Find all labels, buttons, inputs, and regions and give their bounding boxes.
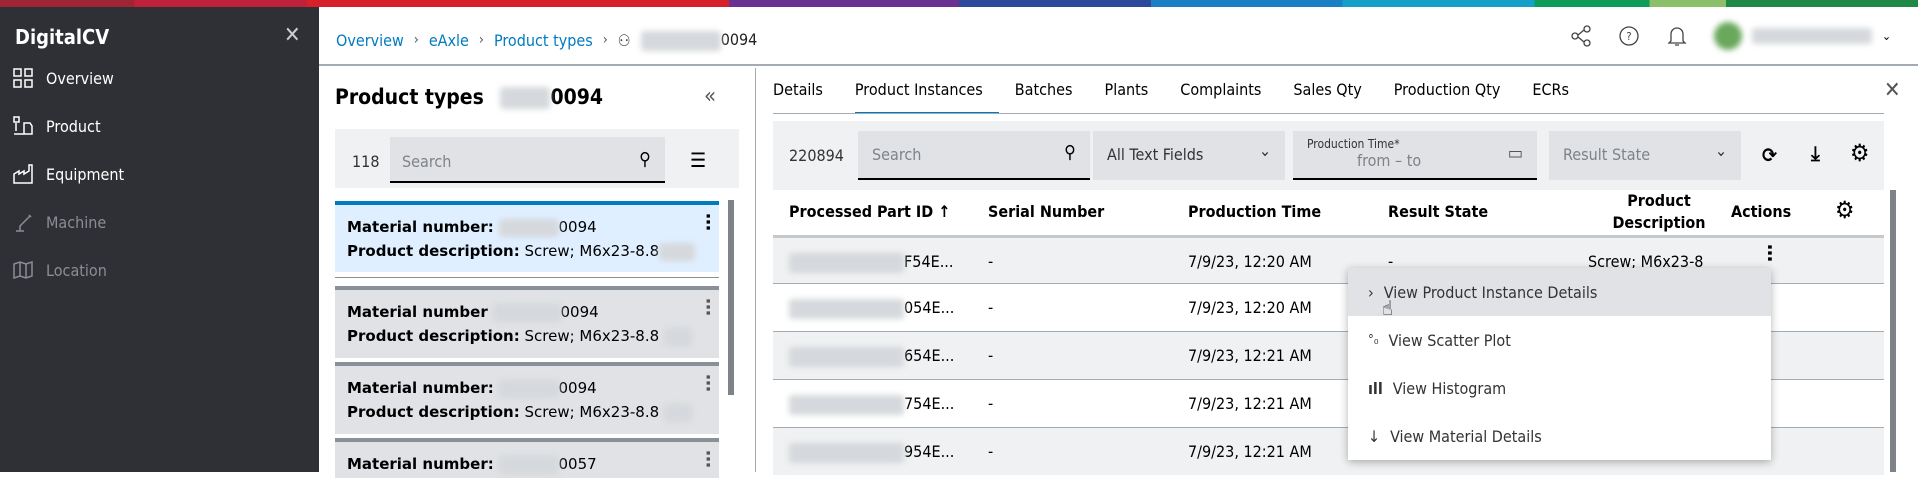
refresh-icon[interactable]: ⟳ [1762, 143, 1778, 167]
sidebar-item-overview[interactable]: Overview [12, 64, 114, 92]
breadcrumb-current: 0094 [720, 30, 758, 49]
list-item[interactable]: Material number 0094 Product description… [335, 286, 719, 358]
svg-text:?: ? [1626, 30, 1631, 43]
sidebar-item-label: Overview [46, 68, 114, 88]
list-item[interactable]: Material number: 0057 ⋯ [335, 438, 719, 478]
robot-arm-icon [16, 214, 32, 232]
breadcrumb-product-types[interactable]: Product types [493, 30, 593, 50]
tab-sales-qty[interactable]: Sales Qty [1293, 80, 1362, 99]
chevron-down-icon: ⌄ [1714, 141, 1727, 160]
scatter-plot-icon: °₀ [1368, 332, 1379, 348]
collapse-panel-icon[interactable]: « [704, 84, 717, 109]
sidebar-item-equipment[interactable]: Equipment [12, 160, 124, 188]
tab-product-instances[interactable]: Product Instances [854, 78, 999, 114]
column-header-result-state[interactable]: Result State [1388, 202, 1489, 221]
table-scrollbar[interactable] [1890, 190, 1896, 472]
column-settings-icon[interactable]: ⚙ [1835, 196, 1855, 224]
table-row[interactable]: 754E... - 7/9/23, 12:21 AM [773, 379, 1884, 427]
column-header-production-time[interactable]: Production Time [1188, 202, 1322, 221]
column-header-serial-number[interactable]: Serial Number [988, 202, 1105, 221]
row-actions-menu: › View Product Instance Details °₀ View Sc… [1348, 268, 1771, 460]
more-options-icon[interactable]: ⋯ [697, 213, 718, 231]
instance-count: 220894 [789, 146, 844, 165]
menu-item-view-scatter-plot[interactable]: °₀ View Scatter Plot [1368, 330, 1511, 350]
product-types-panel [319, 68, 756, 472]
sidebar-item-product[interactable]: Product [12, 112, 101, 140]
sidebar-item-label: Equipment [46, 164, 125, 184]
bell-icon[interactable] [1666, 25, 1688, 47]
arrow-down-icon: ↓ [1368, 426, 1381, 446]
row-actions-icon[interactable]: ⋯ [1758, 244, 1782, 262]
more-options-icon[interactable]: ⋯ [697, 374, 718, 392]
map-icon [13, 260, 33, 280]
tab-ecrs[interactable]: ECRs [1532, 80, 1570, 99]
header [319, 7, 1918, 66]
sidebar-item-label: Product [46, 116, 101, 136]
close-sidebar-icon[interactable]: ✕ [284, 23, 301, 48]
redacted-username [1752, 28, 1872, 44]
menu-item-view-product-instance-details[interactable]: › View Product Instance Details [1348, 268, 1771, 316]
close-icon[interactable]: ✕ [1884, 78, 1901, 103]
help-icon[interactable]: ? [1618, 25, 1640, 47]
settings-icon[interactable]: ⚙ [1850, 139, 1870, 167]
header-actions: ? ⌄ [1570, 22, 1891, 50]
histogram-icon: ıll [1368, 378, 1383, 398]
sidebar-item-label: Location [46, 260, 107, 280]
divider [335, 277, 719, 278]
more-options-icon[interactable]: ⋯ [697, 450, 718, 468]
share-icon[interactable] [1570, 25, 1592, 47]
factory-icon [13, 164, 33, 184]
product-type-icon: ⚇ [617, 30, 631, 50]
tab-complaints[interactable]: Complaints [1180, 80, 1262, 99]
calendar-icon[interactable]: ▭ [1507, 143, 1523, 164]
product-icon [13, 116, 33, 135]
table-row[interactable]: 054E... - 7/9/23, 12:20 AM [773, 283, 1884, 331]
sidebar-item-label: Machine [46, 212, 107, 232]
breadcrumb: Overview › eAxle › Product types › ⚇ 0094 [336, 30, 758, 51]
app-title: DigitalCV [15, 25, 110, 49]
tab-batches[interactable]: Batches [1014, 80, 1073, 99]
instances-toolbar: 220894 Search ⚲ All Text Fields ⌄ Producti… [773, 121, 1884, 190]
column-header-processed-part-id[interactable]: Processed Part ID ↑ [789, 202, 951, 221]
grid-icon [13, 68, 33, 88]
column-header-product-description[interactable]: Product Description [1612, 191, 1706, 232]
menu-item-view-histogram[interactable]: ıll View Histogram [1368, 378, 1507, 398]
result-state-select[interactable]: Result State ⌄ [1549, 131, 1741, 180]
sidebar-item-location[interactable]: Location [12, 256, 107, 284]
sidebar-item-machine[interactable]: Machine [12, 208, 106, 236]
tab-plants[interactable]: Plants [1104, 80, 1149, 99]
brand-color-bar [0, 0, 1918, 7]
search-icon[interactable]: ⚲ [639, 149, 651, 170]
tab-details[interactable]: Details [773, 80, 823, 99]
chevron-down-icon: ⌄ [1882, 29, 1892, 43]
user-menu[interactable]: ⌄ [1714, 22, 1891, 50]
list-item[interactable]: Material number: 0094 Product descriptio… [335, 362, 719, 434]
menu-item-view-material-details[interactable]: ↓ View Material Details [1368, 426, 1542, 446]
download-icon[interactable]: ⤓ [1811, 141, 1820, 165]
list-item[interactable]: Material number: 0094 Product descriptio… [335, 201, 719, 272]
tab-production-qty[interactable]: Production Qty [1393, 80, 1501, 99]
menu-icon[interactable]: ☰ [690, 148, 707, 172]
breadcrumb-overview[interactable]: Overview [336, 30, 404, 50]
search-input[interactable]: Search ⚲ [390, 137, 665, 183]
panel-title: Product types 0094 [335, 85, 604, 109]
tab-bar: Details Product Instances Batches Plants… [773, 78, 1601, 114]
chevron-down-icon: ⌄ [1258, 141, 1271, 160]
column-header-actions: Actions [1731, 202, 1792, 221]
redacted [640, 30, 721, 51]
divider [773, 113, 1884, 114]
hand-cursor-icon: ☝ [1382, 296, 1393, 320]
chevron-right-icon: › [1368, 282, 1374, 302]
field-select[interactable]: All Text Fields ⌄ [1093, 131, 1285, 180]
production-time-range[interactable]: Production Time* from – to ▭ [1293, 131, 1537, 180]
avatar [1714, 22, 1742, 50]
breadcrumb-eaxle[interactable]: eAxle [428, 30, 469, 50]
search-input[interactable]: Search ⚲ [858, 131, 1090, 180]
search-icon[interactable]: ⚲ [1064, 142, 1076, 163]
result-count: 118 [352, 152, 380, 171]
more-options-icon[interactable]: ⋯ [697, 298, 718, 316]
list-scrollbar[interactable] [728, 200, 734, 395]
sidebar: DigitalCV ✕ Overview Product Equipment M… [0, 7, 319, 472]
